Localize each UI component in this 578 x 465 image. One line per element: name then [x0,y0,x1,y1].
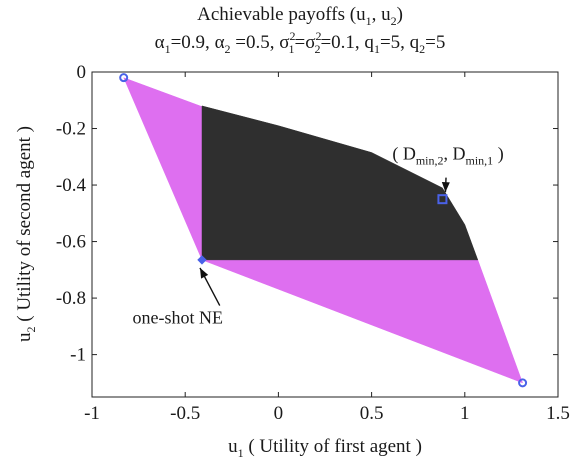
dmin-annotation: ( Dmin,2, Dmin,1 ) [392,144,503,168]
y-tick-label: -1 [70,345,86,366]
chart-title-line2: α1=0.9, α2 =0.5, σ2 1=σ2 2=0.1, q1=5, q2=5 [155,29,446,56]
dmin-annotation-arrowhead [441,182,450,193]
y-tick-label: -0.4 [56,175,87,196]
regions-layer [123,77,524,384]
x-tick-label: 0 [274,403,284,424]
y-tick-label: -0.6 [56,232,86,253]
markers-layer [119,73,528,388]
plot-frame [91,71,559,398]
ne-point [197,255,207,265]
y-tick-label: -0.2 [56,119,86,140]
x-tick-label: 1 [460,403,470,424]
ticks-layer: -1 -0.5 0 0.5 1 1.5 0 -0.2 -0.4 -0.6 -0.8 -1 [56,62,570,424]
ne-annotation-arrowhead [199,267,209,279]
annotations-layer: ( Dmin,2, Dmin,1 ) one-shot NE [133,144,504,328]
y-tick-label: 0 [77,62,87,83]
chart-title-line1: Achievable payoffs (u1, u2) [197,4,403,28]
y-tick-label: -0.8 [56,288,86,309]
ne-annotation: one-shot NE [133,308,223,328]
dominating-region [201,105,479,261]
x-tick-label: 0.5 [360,403,384,424]
x-axis-label: u1 ( Utility of first agent ) [228,436,422,460]
x-tick-label: -1 [84,403,100,424]
y-axis-label: u2 ( Utility of second agent ) [14,126,38,342]
x-tick-label: 1.5 [546,403,570,424]
corner-point-right [518,378,528,388]
x-tick-label: -0.5 [170,403,200,424]
corner-point-left [119,73,129,83]
dmin-point [437,194,448,205]
